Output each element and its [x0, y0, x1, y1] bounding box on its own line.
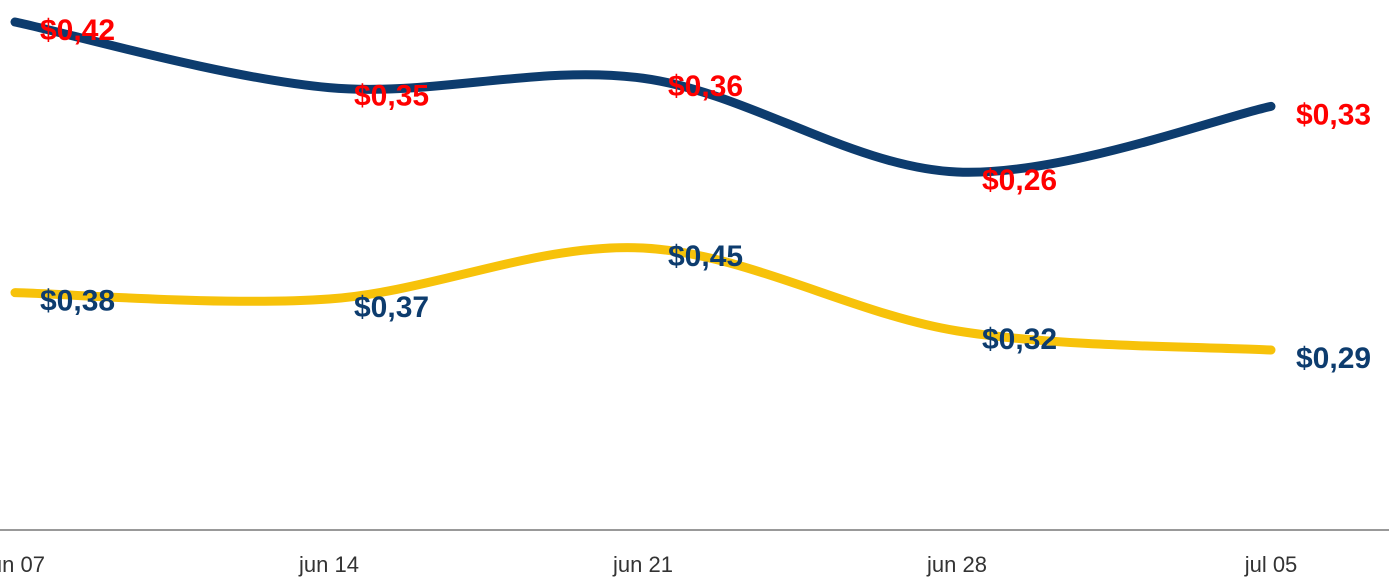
data-label: $0,45 [668, 240, 743, 273]
series-line [10, 243, 1276, 355]
data-label: $0,36 [668, 70, 743, 103]
data-label: $0,26 [982, 164, 1057, 197]
data-label: $0,35 [354, 80, 429, 113]
series-line [10, 17, 1276, 177]
x-tick-label: jun 14 [298, 552, 359, 577]
data-label: $0,42 [40, 14, 115, 47]
x-tick-label: jun 07 [0, 552, 45, 577]
data-label: $0,38 [40, 285, 115, 318]
data-label: $0,37 [354, 291, 429, 324]
data-label: $0,33 [1296, 98, 1371, 131]
data-label: $0,29 [1296, 342, 1371, 375]
x-tick-label: jun 28 [926, 552, 987, 577]
x-tick-label: jun 21 [612, 552, 673, 577]
x-tick-label: jul 05 [1244, 552, 1298, 577]
data-label: $0,32 [982, 323, 1057, 356]
